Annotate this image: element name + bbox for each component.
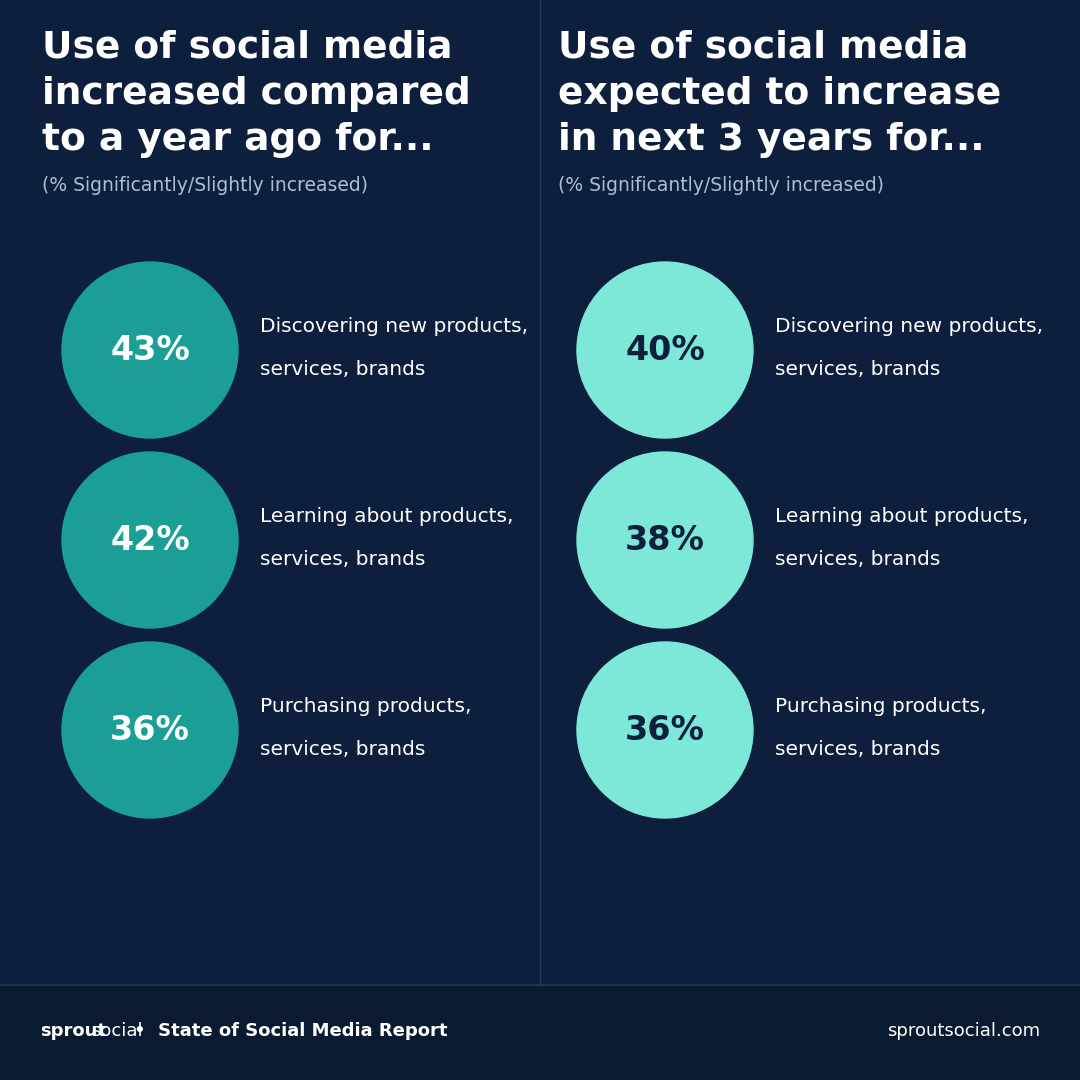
Text: services, brands: services, brands [260, 550, 426, 569]
Text: Use of social media: Use of social media [558, 30, 969, 66]
Text: services, brands: services, brands [775, 550, 941, 569]
Text: in next 3 years for...: in next 3 years for... [558, 122, 985, 158]
Text: 36%: 36% [625, 714, 705, 746]
Text: 36%: 36% [110, 714, 190, 746]
Circle shape [577, 453, 753, 627]
Bar [0, 985, 1080, 1080]
Text: 43%: 43% [110, 334, 190, 366]
Text: 42%: 42% [110, 524, 190, 556]
Text: services, brands: services, brands [260, 360, 426, 379]
Circle shape [62, 262, 238, 438]
Circle shape [62, 453, 238, 627]
Circle shape [577, 262, 753, 438]
Text: 40%: 40% [625, 334, 705, 366]
Text: social: social [91, 1022, 143, 1039]
Text: services, brands: services, brands [775, 360, 941, 379]
Text: 38%: 38% [625, 524, 705, 556]
Text: expected to increase: expected to increase [558, 76, 1001, 112]
Text: Use of social media: Use of social media [42, 30, 453, 66]
Text: Purchasing products,: Purchasing products, [260, 697, 472, 716]
Text: increased compared: increased compared [42, 76, 471, 112]
Text: Discovering new products,: Discovering new products, [775, 318, 1043, 336]
Circle shape [62, 642, 238, 818]
Text: sproutsocial.com: sproutsocial.com [887, 1022, 1040, 1039]
Circle shape [577, 642, 753, 818]
Text: sprout: sprout [40, 1022, 106, 1039]
Text: (% Significantly/Slightly increased): (% Significantly/Slightly increased) [558, 176, 885, 195]
Text: services, brands: services, brands [775, 740, 941, 759]
Text: (% Significantly/Slightly increased): (% Significantly/Slightly increased) [42, 176, 368, 195]
Text: Learning about products,: Learning about products, [260, 507, 513, 526]
Text: •  State of Social Media Report: • State of Social Media Report [134, 1022, 447, 1039]
Text: Discovering new products,: Discovering new products, [260, 318, 528, 336]
Text: Purchasing products,: Purchasing products, [775, 697, 986, 716]
Text: to a year ago for...: to a year ago for... [42, 122, 434, 158]
Text: services, brands: services, brands [260, 740, 426, 759]
Text: Learning about products,: Learning about products, [775, 507, 1028, 526]
